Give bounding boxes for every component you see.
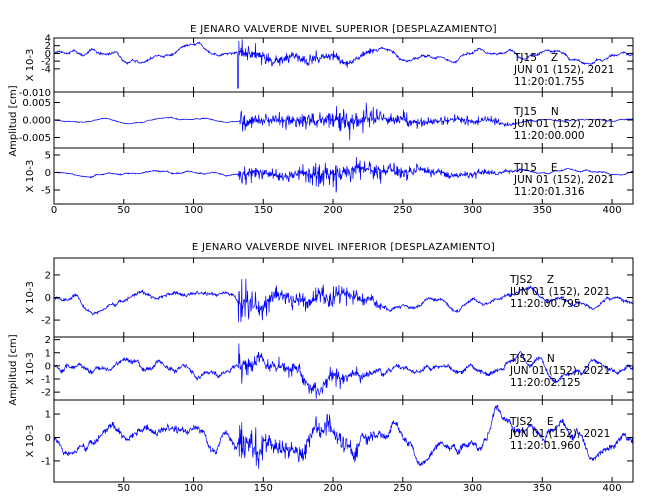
component-code: E [547,416,554,428]
component-code: Z [551,52,558,64]
y-axis-label: X 10-3 [25,281,36,314]
y-tick-label: 0.005 [22,98,51,109]
chart-title: E JENARO VALVERDE NIVEL INFERIOR [DESPLA… [192,242,495,253]
x-tick-label: 250 [393,483,412,494]
station-time: 11:20:00.795 [510,298,581,310]
x-tick-label: 400 [603,483,622,494]
y-axis-label: X 10-3 [25,425,36,458]
shared-y-axis-label: Amplitud [cm] [8,85,19,156]
component-code: E [551,162,558,174]
y-tick-label: 0 [45,433,51,444]
x-tick-label: 100 [184,205,203,216]
station-code: TJS2 [509,274,533,286]
y-tick-label: -2 [41,388,51,399]
station-time: 11:20:01.755 [514,76,585,88]
x-tick-label: 0 [51,205,57,216]
station-date: JUN 01 (152), 2021 [513,174,614,186]
station-date: JUN 01 (152), 2021 [513,118,614,130]
y-tick-label: -1 [41,375,51,386]
y-tick-label: -0.010 [19,88,51,99]
y-tick-label: -2 [41,57,51,68]
panel-frame [53,399,634,483]
y-tick-label: -2 [41,316,51,327]
component-code: N [551,106,559,118]
waveform-trace [53,156,634,193]
station-time: 11:20:01.316 [514,186,585,198]
x-tick-label: 350 [533,483,552,494]
y-tick-label: -5 [41,186,51,197]
chart-title: E JENARO VALVERDE NIVEL SUPERIOR [DESPLA… [190,24,497,35]
y-tick-label: 0 [45,168,51,179]
y-axis-label: X 10-3 [25,352,36,385]
waveform-trace [53,404,634,469]
x-tick-label: 50 [117,483,130,494]
component-code: N [547,353,555,365]
chart-nivel-inferior: E JENARO VALVERDE NIVEL INFERIOR [DESPLA… [8,242,634,494]
y-tick-label: 0 [45,293,51,304]
x-tick-label: 400 [603,205,622,216]
y-tick-label: 1 [45,410,51,421]
station-date: JUN 01 (152), 2021 [509,365,610,377]
shared-y-axis-label: Amplitud [cm] [8,334,19,405]
x-tick-label: 200 [323,483,342,494]
x-tick-label: 300 [463,205,482,216]
y-tick-label: 0 [45,49,51,60]
x-tick-label: 50 [117,205,130,216]
x-tick-label: 200 [323,205,342,216]
station-label: TJS2 Z [509,274,554,286]
y-tick-label: 2 [45,270,51,281]
station-label: TJS2 N [509,353,555,365]
y-axis-label: X 10-3 [25,160,36,193]
station-date: JUN 01 (152), 2021 [509,286,610,298]
y-tick-label: 1 [45,348,51,359]
station-time: 11:20:00.000 [514,130,585,142]
station-label: TJS2 E [509,416,554,428]
waveform-trace [53,343,634,399]
waveform-trace [53,102,634,141]
y-tick-label: 0.000 [22,116,51,127]
station-code: TJS2 [509,353,533,365]
x-tick-label: 150 [254,205,273,216]
x-tick-label: 250 [393,205,412,216]
x-tick-label: 150 [254,483,273,494]
y-tick-label: -1 [41,456,51,467]
component-code: Z [547,274,554,286]
y-tick-label: 2 [45,41,51,52]
x-tick-label: 350 [533,205,552,216]
station-label: TJ15 E [513,162,558,174]
station-date: JUN 01 (152), 2021 [509,428,610,440]
y-tick-label: 2 [45,335,51,346]
x-tick-label: 300 [463,483,482,494]
y-axis-label: X 10-3 [25,49,36,82]
panel-frame [53,147,634,205]
y-tick-label: -4 [41,64,51,75]
y-tick-label: -0.005 [19,133,51,144]
station-time: 11:20:01.960 [510,440,581,452]
station-date: JUN 01 (152), 2021 [513,64,614,76]
waveform-trace [53,39,634,89]
y-tick-label: 4 [45,34,51,45]
waveform-trace [53,278,634,323]
station-label: TJ15 Z [513,52,558,64]
station-code: TJS2 [509,416,533,428]
station-code: TJ15 [513,162,537,174]
station-label: TJ15 N [513,106,559,118]
station-code: TJ15 [513,52,537,64]
station-time: 11:20:02.125 [510,377,581,389]
y-tick-label: 5 [45,151,51,162]
chart-nivel-superior: E JENARO VALVERDE NIVEL SUPERIOR [DESPLA… [8,24,634,216]
station-code: TJ15 [513,106,537,118]
y-tick-label: 0 [45,361,51,372]
x-tick-label: 100 [184,483,203,494]
